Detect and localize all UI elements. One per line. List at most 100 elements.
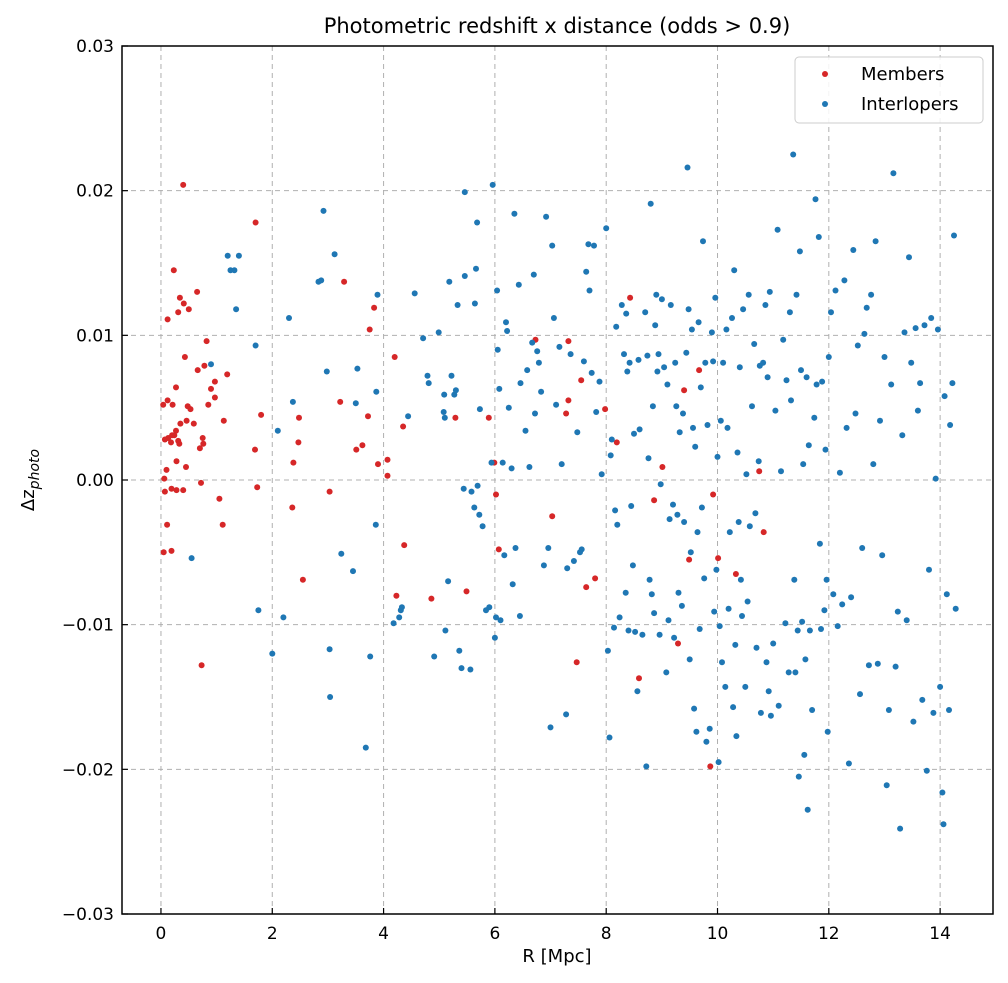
point-members — [400, 423, 407, 430]
point-members — [452, 414, 459, 421]
point-members — [384, 456, 391, 463]
point-interlopers — [613, 323, 620, 330]
point-members — [428, 595, 435, 602]
point-interlopers — [940, 821, 947, 828]
point-members — [549, 513, 556, 520]
point-members — [732, 571, 739, 577]
point-members — [592, 575, 599, 582]
point-interlopers — [372, 521, 379, 528]
point-interlopers — [598, 471, 605, 478]
point-interlopers — [783, 377, 790, 384]
point-interlopers — [717, 417, 724, 424]
point-interlopers — [563, 711, 570, 718]
point-interlopers — [585, 241, 592, 248]
point-interlopers — [863, 304, 870, 311]
point-interlopers — [233, 306, 240, 313]
x-tick-label: 6 — [489, 924, 500, 944]
point-interlopers — [611, 624, 617, 631]
point-members — [180, 181, 187, 188]
point-interlopers — [493, 614, 499, 621]
point-interlopers — [476, 406, 483, 413]
point-interlopers — [224, 252, 231, 259]
point-interlopers — [798, 367, 804, 374]
point-interlopers — [923, 767, 930, 774]
point-interlopers — [532, 410, 538, 417]
point-interlopers — [743, 471, 750, 478]
y-tick-label: 0.02 — [76, 182, 114, 202]
point-interlopers — [740, 306, 747, 313]
point-interlopers — [809, 707, 816, 713]
point-interlopers — [231, 267, 238, 274]
point-interlopers — [736, 364, 743, 371]
x-tick-label: 2 — [267, 924, 278, 944]
point-interlopers — [819, 378, 826, 385]
point-interlopers — [848, 594, 855, 601]
point-members — [208, 385, 214, 392]
y-tick-label: −0.02 — [62, 760, 114, 780]
point-interlopers — [489, 181, 496, 188]
point-members — [171, 432, 178, 439]
point-members — [371, 304, 378, 311]
x-tick-label: 4 — [378, 924, 389, 944]
point-interlopers — [411, 290, 418, 297]
point-members — [199, 435, 206, 441]
point-members — [401, 542, 408, 549]
point-interlopers — [766, 288, 773, 295]
point-interlopers — [255, 607, 262, 614]
point-interlopers — [830, 591, 837, 598]
point-interlopers — [695, 319, 702, 326]
point-interlopers — [885, 707, 892, 713]
point-interlopers — [499, 459, 506, 466]
point-members — [201, 362, 208, 369]
point-interlopers — [937, 683, 944, 690]
point-interlopers — [857, 691, 863, 698]
point-interlopers — [801, 751, 808, 758]
point-interlopers — [556, 343, 563, 350]
point-interlopers — [713, 566, 720, 573]
point-interlopers — [269, 650, 276, 657]
point-interlopers — [622, 589, 629, 596]
point-interlopers — [943, 591, 950, 598]
point-interlopers — [647, 200, 654, 207]
point-interlopers — [676, 429, 683, 436]
point-interlopers — [524, 367, 531, 374]
point-interlopers — [471, 300, 478, 307]
point-interlopers — [806, 627, 813, 634]
point-interlopers — [652, 322, 659, 329]
point-interlopers — [320, 207, 327, 214]
point-interlopers — [861, 330, 868, 337]
point-members — [341, 278, 348, 285]
point-interlopers — [684, 164, 691, 171]
point-interlopers — [578, 546, 585, 553]
point-interlopers — [818, 626, 824, 632]
point-interlopers — [614, 521, 621, 528]
y-axis-label-sub: photo — [27, 449, 43, 490]
point-members — [198, 662, 205, 669]
y-axis-label-main: Δz — [18, 489, 39, 511]
point-interlopers — [583, 268, 590, 275]
point-interlopers — [730, 704, 737, 711]
point-members — [160, 549, 167, 556]
point-members — [203, 338, 210, 345]
point-interlopers — [656, 631, 663, 638]
point-members — [168, 547, 175, 554]
point-interlopers — [604, 647, 611, 654]
point-members — [393, 592, 400, 599]
point-interlopers — [755, 458, 762, 465]
point-interlopers — [795, 773, 802, 780]
point-members — [296, 414, 302, 421]
point-interlopers — [352, 400, 359, 407]
point-interlopers — [522, 427, 529, 434]
point-interlopers — [778, 468, 784, 475]
point-interlopers — [726, 529, 733, 536]
point-members — [565, 397, 572, 404]
point-interlopers — [671, 634, 678, 641]
point-interlopers — [872, 238, 879, 245]
point-members — [636, 675, 642, 682]
point-interlopers — [280, 614, 287, 621]
x-tick-label: 0 — [156, 924, 167, 944]
point-interlopers — [910, 718, 917, 725]
point-interlopers — [497, 617, 504, 624]
point-interlopers — [683, 349, 690, 356]
